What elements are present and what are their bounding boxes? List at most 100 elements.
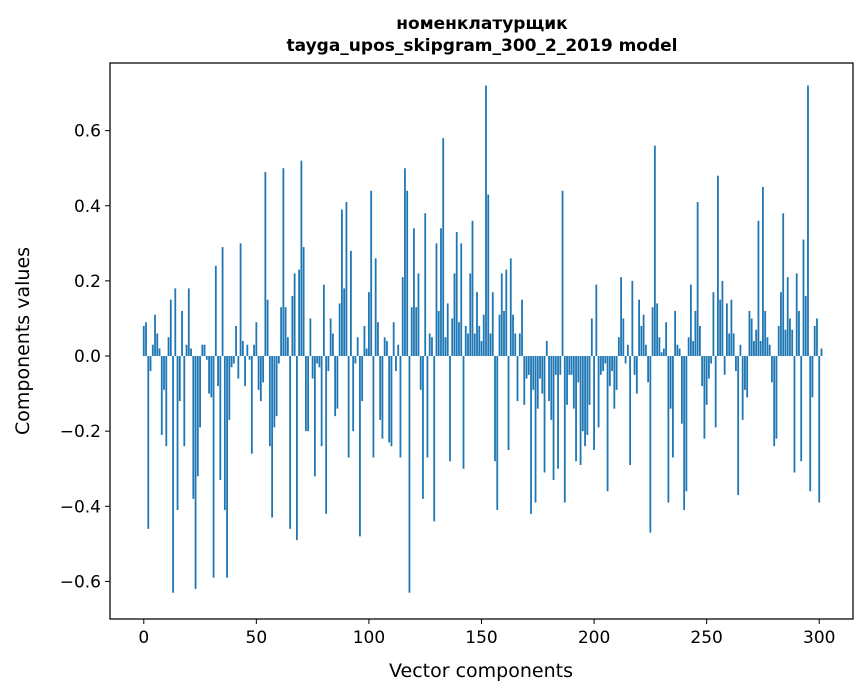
bar [282,168,285,357]
bar [518,333,521,357]
bar [266,299,269,357]
bar [626,344,629,357]
bar [489,333,492,357]
bar [318,356,321,368]
bar [145,322,147,357]
bar [683,356,686,511]
bar [608,356,611,387]
bar [570,356,573,375]
bar [705,356,708,405]
bar [458,322,460,357]
bar [730,299,733,357]
bar [424,213,427,357]
bar [622,318,625,357]
bar [728,333,731,357]
bar [588,356,591,405]
bar [178,356,181,402]
bar [464,325,467,357]
bar [633,356,636,375]
bar [496,356,499,511]
bar [629,356,631,465]
bar [419,356,422,390]
bar [491,292,494,357]
bar [455,232,458,357]
bar [552,356,555,480]
bar [264,171,267,357]
bar [482,314,485,357]
bar [467,333,469,357]
bar [550,356,553,420]
bar [568,356,571,375]
bar [453,273,456,357]
bar [816,318,818,357]
bar [156,333,159,357]
bar [248,356,251,360]
bar [313,356,316,477]
bar [793,356,796,473]
bar [428,333,431,357]
bar [217,356,219,387]
bar [789,318,791,357]
bar [257,356,260,390]
bar [653,145,656,357]
bar [606,356,609,492]
bar [523,356,526,405]
bar [228,356,231,420]
bar [167,337,170,357]
bar [381,356,384,439]
bar [374,258,377,357]
bar [649,356,652,533]
bar [172,356,174,593]
bar [507,356,510,450]
bar [584,356,586,447]
bars-group [142,85,823,593]
bar [735,356,737,372]
bar [250,356,253,454]
bar [820,348,823,357]
x-tick-label: 50 [246,628,268,648]
bar [505,269,508,357]
bar [147,356,150,529]
bar [413,228,415,357]
bar [503,310,505,357]
y-axis-label: Components values [12,247,34,435]
bar [494,356,496,462]
bar [444,337,447,357]
bar [541,356,544,394]
bar [440,228,442,357]
bar [613,356,616,409]
bar [343,288,346,357]
bar [307,356,310,432]
bar [244,356,246,387]
bar [142,325,145,357]
bar [750,318,753,357]
bar [753,341,755,357]
bar [478,325,481,357]
bar [473,333,476,357]
bar [309,318,312,357]
bar [604,356,607,364]
bar [386,341,388,357]
bar [437,310,440,357]
bar [316,356,319,364]
bar [485,85,487,357]
bar [255,322,258,357]
bar [755,329,758,357]
bar [719,299,722,357]
bar [232,356,235,364]
bar [671,356,674,458]
x-tick-label: 300 [803,628,835,648]
bar [181,310,183,357]
bar [640,325,643,357]
bar [559,356,562,375]
bar [223,356,226,511]
bar [212,356,215,578]
bar [667,356,670,503]
bar [246,344,249,357]
bar [176,356,179,511]
bar [532,356,535,390]
bar [415,307,418,357]
bar [165,356,168,447]
bar [680,356,683,424]
